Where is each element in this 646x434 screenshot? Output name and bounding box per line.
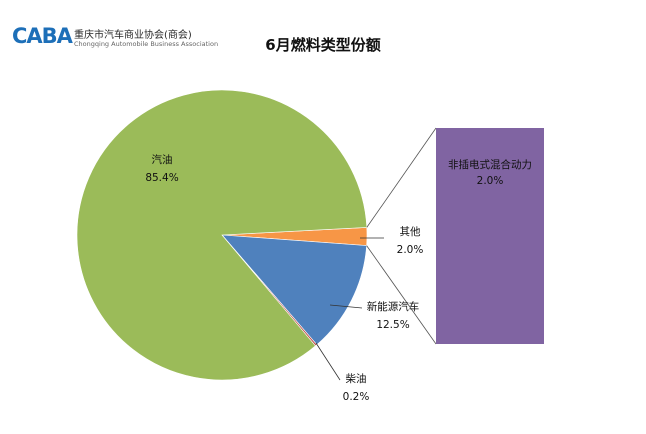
slice-name-label-1: 新能源汽车 — [367, 300, 420, 313]
breakout-value-label-0: 2.0% — [477, 175, 504, 187]
slice-value-label-2: 0.2% — [343, 391, 370, 403]
logo-name-en: Chongqing Automobile Business Associatio… — [74, 40, 219, 48]
slice-value-label-0: 2.0% — [397, 244, 424, 256]
slice-name-label-3: 汽油 — [152, 153, 173, 166]
leader-line-1 — [329, 304, 363, 309]
breakout-connector-bottom — [366, 245, 437, 345]
leader-line-2 — [315, 342, 341, 381]
pie-slice-3 — [76, 89, 368, 381]
slice-name-label-2: 柴油 — [346, 372, 367, 385]
logo-mark: CABA — [12, 24, 73, 48]
slice-value-label-1: 12.5% — [376, 319, 409, 331]
chart-title: 6月燃料类型份额 — [265, 36, 381, 54]
breakout-name-label-0: 非插电式混合动力 — [448, 158, 532, 171]
breakout-connector-top — [366, 127, 437, 228]
pie-slice-1 — [221, 234, 367, 346]
breakout-bar-0 — [436, 128, 544, 344]
slice-name-label-0: 其他 — [400, 225, 421, 238]
logo-name-cn: 重庆市汽车商业协会(商会) — [74, 30, 192, 41]
slice-value-label-3: 85.4% — [145, 172, 178, 184]
logo: CABA 重庆市汽车商业协会(商会) Chongqing Automobile … — [12, 24, 218, 54]
